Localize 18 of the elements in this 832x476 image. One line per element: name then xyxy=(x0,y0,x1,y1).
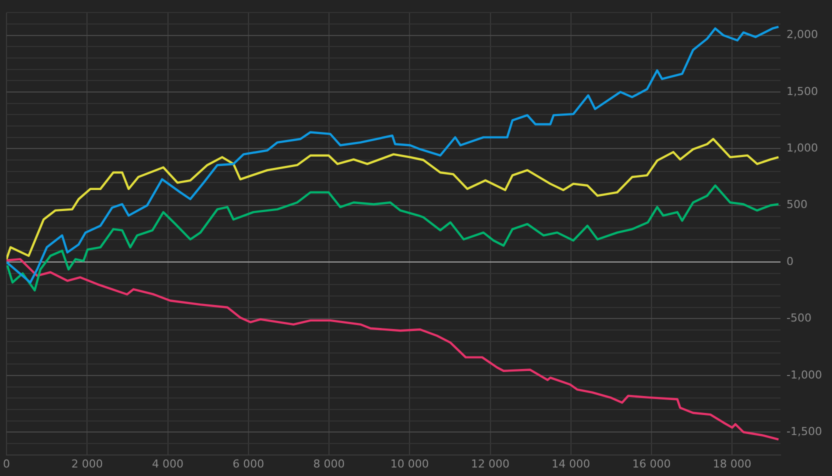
x-tick-label: 18 000 xyxy=(712,457,752,470)
x-tick-label: 8 000 xyxy=(313,457,345,470)
y-tick-label: -500 xyxy=(786,312,812,325)
x-tick-label: 10 000 xyxy=(390,457,429,470)
y-tick-label: 0 xyxy=(786,254,794,268)
x-tick-label: 2 000 xyxy=(71,457,103,470)
y-tick-label: 1,000 xyxy=(786,142,818,155)
y-tick-label: 1,500 xyxy=(786,84,818,98)
x-tick-label: 6 000 xyxy=(232,457,264,470)
y-tick-label: -1,000 xyxy=(786,368,822,382)
x-tick-label: 4 000 xyxy=(152,457,184,470)
x-tick-label: 14 000 xyxy=(552,457,590,470)
x-tick-label: 16 000 xyxy=(632,457,671,470)
x-tick-label: 0 xyxy=(3,457,10,470)
y-tick-label: 500 xyxy=(786,198,808,212)
x-tick-label: 12 000 xyxy=(471,457,510,470)
y-tick-label: 2,000 xyxy=(786,28,818,42)
y-tick-label: -1,500 xyxy=(786,424,822,438)
